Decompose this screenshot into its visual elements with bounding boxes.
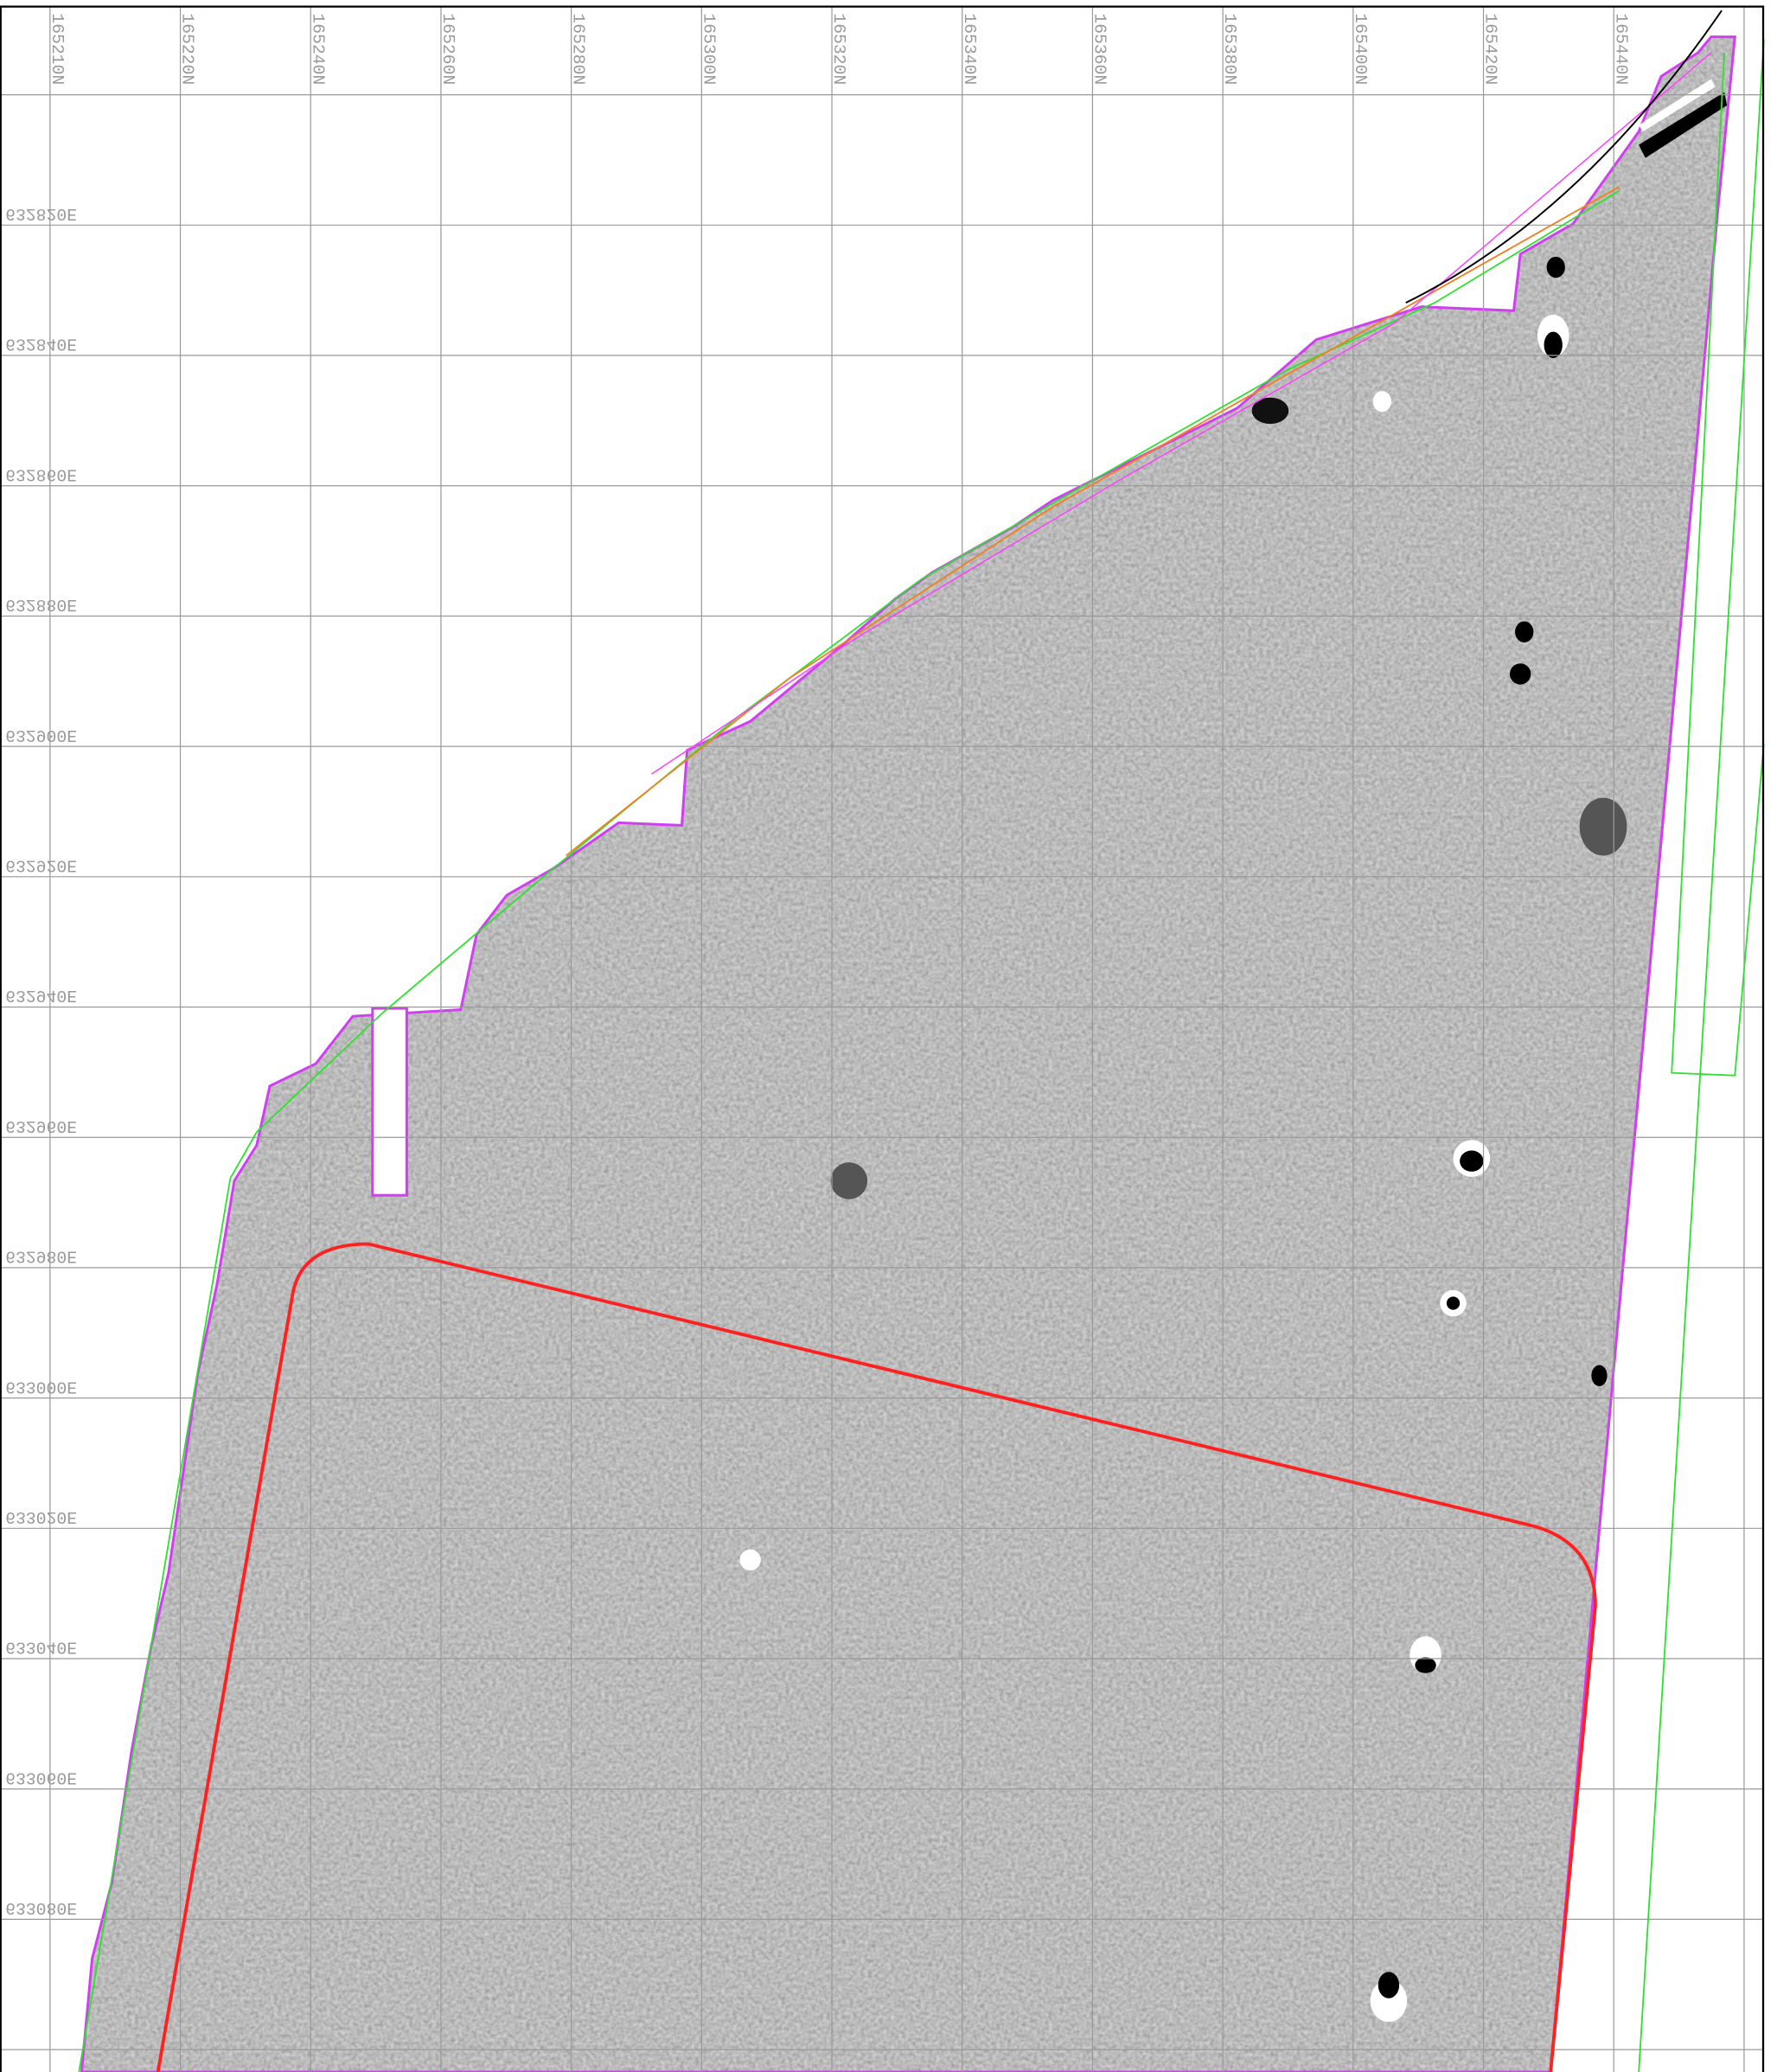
easting-label: 633000E <box>5 1377 77 1396</box>
survey-gap <box>373 1008 407 1195</box>
easting-label: 632880E <box>5 595 77 614</box>
northing-label: 165300N <box>699 13 718 85</box>
easting-label: 633060E <box>5 1768 77 1787</box>
northing-label: 165440N <box>1611 13 1630 85</box>
easting-label: 632840E <box>5 335 77 354</box>
easting-label: 633020E <box>5 1507 77 1526</box>
survey-map: 165210N 165220N 165240N 165260N 165280N 16530… <box>0 0 1777 2072</box>
easting-label: 632900E <box>5 726 77 745</box>
easting-label: 632940E <box>5 986 77 1005</box>
page: 165210N 165220N 165240N 165260N 165280N 16530… <box>0 0 1777 2072</box>
easting-label: 632980E <box>5 1247 77 1266</box>
northing-label: 165280N <box>569 13 588 85</box>
northing-label: 165210N <box>48 13 67 85</box>
northing-label: 165400N <box>1351 13 1370 85</box>
northing-label: 165380N <box>1220 13 1239 85</box>
northing-label: 165220N <box>178 13 197 85</box>
easting-label: 633040E <box>5 1638 77 1657</box>
northing-label: 165360N <box>1090 13 1109 85</box>
easting-label: 632860E <box>5 464 77 483</box>
easting-label: 632820E <box>5 204 77 223</box>
easting-label: 632920E <box>5 856 77 875</box>
northing-label: 165320N <box>829 13 848 85</box>
easting-label: 632960E <box>5 1116 77 1135</box>
northing-label: 165420N <box>1481 13 1500 85</box>
northing-label: 165260N <box>438 13 457 85</box>
easting-label: 633080E <box>5 1898 77 1917</box>
northing-label: 165240N <box>308 13 327 85</box>
northing-label: 165340N <box>960 13 979 85</box>
